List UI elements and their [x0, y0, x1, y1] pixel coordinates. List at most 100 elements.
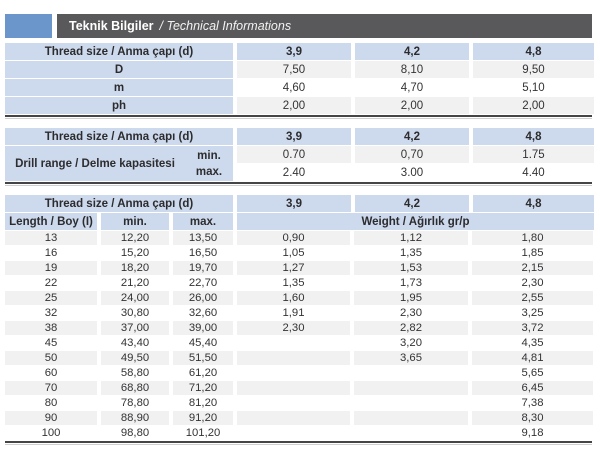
header-cell: 3,9 — [237, 128, 351, 145]
drill-range-label-cell: Drill range / Delme kapasitesi min. max. — [5, 146, 233, 181]
length-cell: 32 — [5, 306, 97, 320]
value-cell: 5,10 — [473, 79, 594, 96]
table-row: 50 49,50 51,50 3,65 4,81 — [5, 351, 593, 365]
weight-cell: 8,30 — [472, 411, 593, 425]
value-cell: 4.40 — [473, 164, 594, 181]
max-cell: 13,50 — [173, 231, 233, 245]
header-cell: 3,9 — [237, 195, 351, 212]
length-weight-table: Thread size / Anma çapı (d) 3,9 4,2 4,8 … — [5, 195, 594, 445]
table-row: 25 24,00 26,00 1,60 1,95 2,55 — [5, 291, 593, 305]
weight-cell: 1,60 — [237, 291, 350, 305]
max-cell: 19,70 — [173, 261, 233, 275]
max-cell: 32,60 — [173, 306, 233, 320]
value-cell: 9,50 — [473, 61, 594, 78]
table-row: D 7,50 8,10 9,50 — [5, 61, 594, 78]
weight-cell: 1,27 — [237, 261, 350, 275]
weight-cell — [237, 351, 350, 365]
weight-cell: 3,25 — [472, 306, 593, 320]
header-cell: 4,2 — [355, 128, 469, 145]
weight-cell: 3,72 — [472, 321, 593, 335]
length-cell: 100 — [5, 426, 97, 440]
length-cell: 25 — [5, 291, 97, 305]
weight-cell: 3,20 — [354, 336, 468, 350]
weight-cell: 1,80 — [472, 231, 593, 245]
value-cell: 2.40 — [237, 164, 351, 181]
table-row: 22 21,20 22,70 1,35 1,73 2,30 — [5, 276, 593, 290]
table-bottom-rule — [5, 182, 592, 184]
max-label: max. — [195, 165, 223, 178]
weight-cell — [237, 396, 350, 410]
weight-header-cell: Weight / Ağırlık gr/p — [237, 213, 594, 230]
value-cell: 1.75 — [473, 146, 594, 163]
min-max-labels: min. max. — [185, 148, 233, 180]
value-cell: 4,60 — [237, 79, 351, 96]
min-cell: 15,20 — [101, 246, 169, 260]
weight-cell: 2,82 — [354, 321, 468, 335]
weight-cell: 1,85 — [472, 246, 593, 260]
value-cell: 7,50 — [237, 61, 351, 78]
header-cell: Thread size / Anma çapı (d) — [5, 128, 233, 145]
length-header-cell: Length / Boy (I) — [5, 213, 97, 230]
weight-cell: 4,35 — [472, 336, 593, 350]
weight-cell: 0,90 — [237, 231, 350, 245]
table-row: 16 15,20 16,50 1,05 1,35 1,85 — [5, 246, 593, 260]
value-cell: 3.00 — [355, 164, 469, 181]
max-cell: 39,00 — [173, 321, 233, 335]
length-cell: 45 — [5, 336, 97, 350]
min-cell: 12,20 — [101, 231, 169, 245]
table-body: 13 12,20 13,50 0,90 1,12 1,80 16 15,20 1… — [5, 231, 593, 440]
min-cell: 30,80 — [101, 306, 169, 320]
table-row: 80 78,80 81,20 7,38 — [5, 396, 593, 410]
min-header-cell: min. — [101, 213, 169, 230]
min-label: min. — [197, 149, 221, 162]
header-cell: 4,8 — [473, 128, 594, 145]
min-cell: 68,80 — [101, 381, 169, 395]
page-title-translation: / Technical Informations — [159, 19, 292, 33]
table-row: 70 68,80 71,20 6,45 — [5, 381, 593, 395]
length-cell: 19 — [5, 261, 97, 275]
value-cell: 8,10 — [355, 61, 469, 78]
weight-cell — [237, 366, 350, 380]
max-cell: 45,40 — [173, 336, 233, 350]
table-subheader-row: Length / Boy (I) min. max. Weight / Ağır… — [5, 213, 594, 230]
header-cell: 4,8 — [473, 43, 594, 60]
drill-range-label: Drill range / Delme kapasitesi — [15, 157, 175, 170]
table-bottom-rule-shadow — [5, 118, 592, 119]
weight-cell: 5,65 — [472, 366, 593, 380]
weight-cell — [237, 411, 350, 425]
min-cell: 24,00 — [101, 291, 169, 305]
length-cell: 16 — [5, 246, 97, 260]
weight-cell — [354, 366, 468, 380]
value-cell: 0,70 — [355, 146, 469, 163]
weight-cell: 2,30 — [472, 276, 593, 290]
weight-cell: 2,30 — [237, 321, 350, 335]
min-cell: 21,20 — [101, 276, 169, 290]
max-cell: 91,20 — [173, 411, 233, 425]
table-row: 19 18,20 19,70 1,27 1,53 2,15 — [5, 261, 593, 275]
header-cell: 4,2 — [355, 43, 469, 60]
table-bottom-rule-shadow — [5, 185, 592, 186]
max-cell: 16,50 — [173, 246, 233, 260]
length-cell: 90 — [5, 411, 97, 425]
min-cell: 49,50 — [101, 351, 169, 365]
min-cell: 37,00 — [101, 321, 169, 335]
weight-cell — [354, 381, 468, 395]
weight-cell: 1,53 — [354, 261, 468, 275]
min-cell: 18,20 — [101, 261, 169, 275]
header-cell: Thread size / Anma çapı (d) — [5, 43, 233, 60]
weight-cell: 1,35 — [237, 276, 350, 290]
header-cell: 3,9 — [237, 43, 351, 60]
value-cell: 2,00 — [355, 97, 469, 114]
weight-cell: 9,18 — [472, 426, 593, 440]
table-row: 100 98,80 101,20 9,18 — [5, 426, 593, 440]
table-header-row: Thread size / Anma çapı (d) 3,9 4,2 4,8 — [5, 195, 594, 212]
weight-cell — [354, 411, 468, 425]
weight-cell: 1,12 — [354, 231, 468, 245]
weight-cell: 7,38 — [472, 396, 593, 410]
min-cell: 98,80 — [101, 426, 169, 440]
max-cell: 61,20 — [173, 366, 233, 380]
weight-cell — [237, 381, 350, 395]
max-cell: 26,00 — [173, 291, 233, 305]
table-row: 32 30,80 32,60 1,91 2,30 3,25 — [5, 306, 593, 320]
